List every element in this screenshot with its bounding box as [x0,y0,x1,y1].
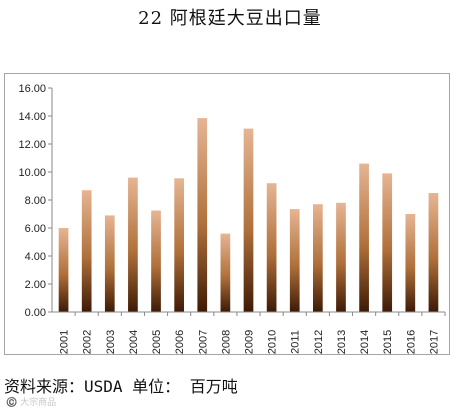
y-tick-label: 0.00 [25,307,46,319]
bar-2012 [312,204,323,312]
bar-2007 [197,118,208,312]
chart-frame: 0.00 2.00 4.00 6.00 8.00 10.00 12.00 14.00 16.00… [4,73,450,355]
x-tick-label: 2010 [267,330,279,354]
x-tick-label: 2001 [59,330,71,354]
y-tick-label: 14.00 [18,111,46,123]
x-tick-label: 2006 [174,330,186,354]
x-tick-label: 2013 [336,330,348,354]
bar-2003 [104,215,115,312]
x-tick-label: 2016 [405,330,417,354]
bar-2013 [336,202,346,312]
bar-2015 [382,173,393,312]
bar-2009 [243,128,254,312]
bars [58,118,439,312]
bar-2011 [289,209,300,312]
bar-2001 [58,228,69,312]
source-note: 资料来源：USDA 单位： 百万吨 [4,377,238,396]
bar-2002 [81,190,92,312]
x-tick-label: 2011 [290,330,302,354]
x-tick-label: 2007 [197,330,209,354]
y-tick-label: 16.00 [18,83,46,95]
x-tick-label: 2017 [428,330,440,354]
y-tick-label: 4.00 [25,251,46,263]
y-tick-label: 2.00 [25,279,46,291]
x-tick-label: 2002 [82,330,94,354]
y-tick-label: 10.00 [18,167,46,179]
bar-2014 [359,163,369,312]
bar-2006 [174,178,185,312]
bar-2008 [220,233,231,312]
chart-title: 22 阿根廷大豆出口量 [138,8,322,29]
y-tick-label: 8.00 [25,195,46,207]
bar-2004 [128,177,138,312]
y-tick-label: 6.00 [25,223,46,235]
x-axis: 2001 2002 2003 2004 2005 2006 2007 2008 2009 2010… [52,311,446,354]
bar-chart: 0.00 2.00 4.00 6.00 8.00 10.00 12.00 14.00 16.00… [18,83,446,354]
x-tick-label: 2005 [151,330,163,354]
x-tick-label: 2008 [220,330,232,354]
x-tick-label: 2012 [313,330,325,354]
bar-2016 [405,214,416,312]
x-tick-label: 2014 [359,330,371,354]
x-tick-label: 2009 [244,330,256,354]
bar-2005 [151,210,161,312]
x-tick-label: 2015 [382,330,394,354]
y-tick-label: 12.00 [18,139,46,151]
watermark: ©️ 大宗商品 [6,398,57,408]
bar-2010 [266,183,277,312]
y-axis: 0.00 2.00 4.00 6.00 8.00 10.00 12.00 14.00 16.00 [18,83,53,319]
x-tick-label: 2004 [128,330,140,354]
x-tick-label: 2003 [105,330,117,354]
bar-2017 [428,193,439,312]
